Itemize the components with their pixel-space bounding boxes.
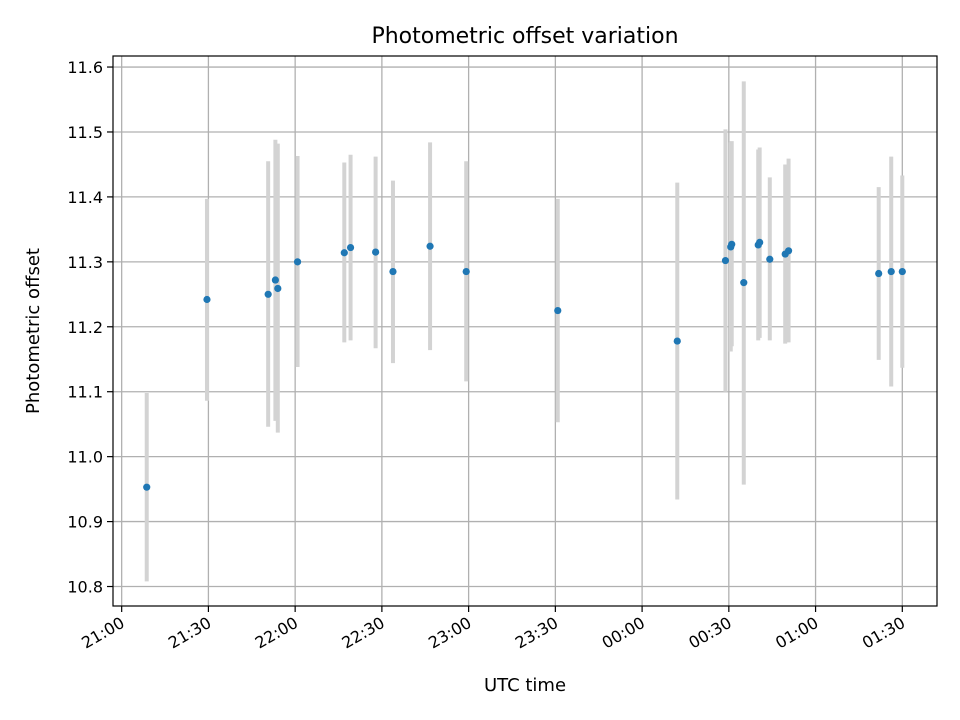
- data-point: [673, 337, 681, 345]
- y-tick-label: 11.0: [67, 448, 103, 467]
- data-point: [271, 276, 279, 284]
- y-axis-label: Photometric offset: [23, 248, 44, 414]
- y-tick-label: 11.1: [67, 383, 103, 402]
- data-point: [293, 258, 302, 266]
- data-point: [766, 255, 774, 263]
- data-point: [875, 269, 883, 278]
- data-point: [274, 284, 282, 293]
- axis-ticks: 10.8 10.9 11.0 11.1 11.2 11.3 11.4 11.5 11.6 21:0…: [67, 58, 908, 652]
- data-point: [554, 306, 562, 315]
- data-point: [887, 267, 895, 276]
- y-tick-label: 11.4: [67, 188, 103, 207]
- grid-lines: [113, 56, 937, 606]
- error-bars: [144, 81, 905, 582]
- y-tick-label: 10.8: [67, 578, 103, 597]
- y-tick-label: 11.2: [67, 318, 103, 337]
- x-axis-label: UTC time: [484, 675, 566, 696]
- data-point: [426, 242, 434, 250]
- data-point: [203, 295, 211, 304]
- data-point: [372, 248, 380, 256]
- data-point: [389, 267, 397, 276]
- data-point: [340, 249, 348, 257]
- chart-title: Photometric offset variation: [371, 24, 678, 49]
- data-point: [721, 256, 730, 265]
- x-tick-label: 21:30: [165, 613, 214, 653]
- x-tick-label: 00:00: [599, 613, 648, 653]
- y-tick-label: 11.3: [67, 253, 103, 272]
- x-tick-label: 01:30: [859, 613, 908, 653]
- data-points: [143, 238, 906, 491]
- data-point: [898, 267, 906, 276]
- x-tick-label: 22:30: [338, 613, 387, 653]
- x-tick-label: 22:00: [252, 613, 301, 653]
- x-tick-label: 23:30: [512, 613, 561, 653]
- data-point: [740, 279, 748, 287]
- y-tick-label: 10.9: [67, 513, 103, 532]
- data-point: [728, 240, 736, 248]
- y-tick-label: 11.6: [67, 58, 103, 77]
- data-point: [143, 483, 151, 491]
- x-tick-label: 00:30: [685, 613, 734, 653]
- data-point: [462, 267, 470, 276]
- x-tick-label: 01:00: [772, 613, 821, 653]
- data-point: [346, 243, 355, 252]
- x-tick-label: 23:00: [425, 613, 474, 653]
- data-point: [784, 247, 793, 255]
- plot-frame: [112, 55, 938, 607]
- data-point: [264, 290, 272, 298]
- y-tick-label: 11.5: [67, 123, 103, 142]
- data-point: [756, 238, 764, 246]
- x-tick-label: 21:00: [78, 613, 127, 653]
